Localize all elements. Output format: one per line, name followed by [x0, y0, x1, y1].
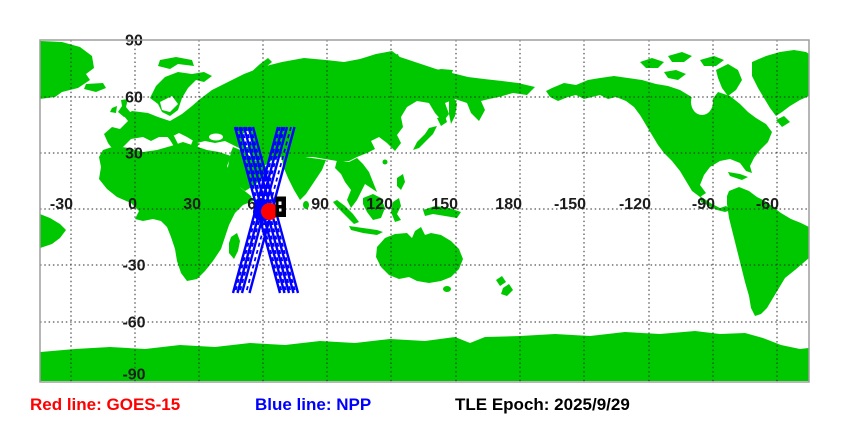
satellite-icon	[275, 196, 286, 217]
lon-label: -150	[554, 196, 586, 213]
greenland-right-shape	[752, 50, 809, 116]
lat-label: -90	[122, 367, 145, 384]
black-sea-shape	[209, 133, 223, 141]
goes15-position-marker	[261, 203, 278, 220]
lat-label: -30	[122, 258, 145, 275]
lon-label: 150	[431, 196, 458, 213]
landmass-layer	[40, 41, 809, 381]
lon-label: -60	[756, 196, 779, 213]
sakhalin-shape	[449, 96, 457, 124]
lat-label: -60	[122, 315, 145, 332]
sumatra-shape	[333, 200, 359, 224]
baltic-sea-shape	[160, 96, 178, 112]
central-america-shape	[700, 196, 731, 212]
lon-label: 120	[366, 196, 393, 213]
lon-label: -120	[619, 196, 651, 213]
britain-shape	[118, 99, 131, 117]
arctic-island-shape	[700, 56, 724, 66]
hudson-bay-shape	[691, 89, 713, 115]
legend-tle-epoch: TLE Epoch: 2025/9/29	[455, 395, 630, 414]
legend-blue-line: Blue line: NPP	[255, 395, 371, 414]
north-america-shape	[546, 76, 772, 197]
arctic-island-shape	[664, 70, 686, 80]
lat-label: 30	[125, 146, 143, 163]
iceland-shape	[84, 83, 106, 92]
japan-shape	[413, 126, 437, 150]
legend-red-line: Red line: GOES-15	[30, 395, 180, 414]
map-frame	[39, 39, 810, 383]
java-shape	[349, 226, 383, 235]
greenland-left-shape	[40, 41, 94, 99]
philippines-shape	[397, 174, 405, 190]
newfoundland-shape	[776, 116, 790, 127]
lat-label: 90	[125, 33, 143, 50]
arctic-island-shape	[640, 58, 664, 68]
lon-label: 0	[128, 196, 137, 213]
sri-lanka-shape	[303, 201, 309, 209]
lon-label: 180	[495, 196, 522, 213]
severnaya-zemlya-shape	[390, 54, 400, 62]
taiwan-shape	[382, 159, 388, 165]
satellite-icon-detail	[279, 208, 282, 212]
antarctica-shape	[40, 331, 809, 381]
arctic-island-shape	[668, 52, 692, 62]
tasmania-shape	[443, 286, 451, 292]
south-america-shape	[727, 187, 809, 316]
new-siberian-islands-shape	[427, 69, 453, 76]
africa-shape	[99, 142, 253, 281]
lon-label: -90	[692, 196, 715, 213]
new-zealand-north-shape	[496, 276, 506, 286]
sulawesi-shape	[391, 198, 401, 222]
hokkaido-shape	[437, 116, 447, 126]
grid-labels: 906030-30-60-90-300306090120150180-150-1…	[50, 33, 779, 384]
borneo-shape	[363, 194, 385, 220]
cuba-shape	[728, 172, 748, 180]
india-shape	[282, 156, 326, 200]
satellite-markers	[253, 196, 286, 222]
brazil-left-edge-shape	[40, 214, 66, 248]
graticule-grid	[40, 40, 809, 382]
ireland-shape	[110, 106, 117, 113]
indochina-shape	[335, 158, 377, 208]
lon-label: -30	[50, 196, 73, 213]
australia-shape	[376, 227, 463, 283]
lon-label: 90	[311, 196, 329, 213]
madagascar-shape	[229, 233, 240, 259]
lat-label: 60	[125, 90, 143, 107]
svalbard-shape	[158, 57, 194, 69]
new-zealand-south-shape	[501, 284, 513, 296]
lon-label: 30	[183, 196, 201, 213]
baffin-island-shape	[716, 64, 742, 96]
satellite-icon-detail	[278, 201, 282, 205]
